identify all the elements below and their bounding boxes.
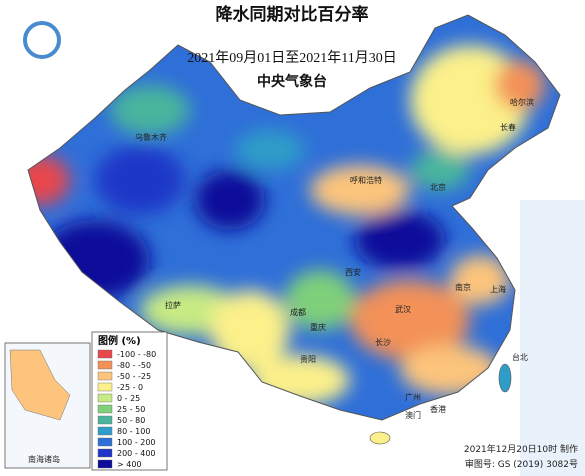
border: [27, 14, 561, 421]
legend-label: 25 - 50: [117, 405, 145, 414]
taiwan: [498, 363, 512, 393]
legend-swatch: [97, 382, 113, 392]
title: 降水同期对比百分率: [216, 4, 369, 25]
legend-swatch: [97, 393, 113, 403]
city: 成都: [290, 307, 306, 317]
city: 西安: [345, 267, 361, 277]
legend-swatch: [97, 426, 113, 436]
city: 长沙: [375, 337, 391, 347]
city: 澳门: [405, 410, 421, 420]
legend-label: -50 - -25: [117, 372, 151, 381]
hainan: [369, 431, 391, 445]
legend-swatch: [97, 459, 113, 469]
legend-label: > 400: [117, 460, 142, 469]
city: 拉萨: [165, 300, 181, 310]
subtitle: 2021年09月01日至2021年11月30日: [187, 50, 396, 66]
city: 台北: [512, 352, 528, 362]
legend-label: 80 - 100: [117, 427, 150, 436]
city: 重庆: [310, 322, 326, 332]
city: 香港: [430, 404, 446, 414]
city: 呼和浩特: [350, 175, 382, 185]
legend-swatch: [97, 360, 113, 370]
legend-swatch: [97, 437, 113, 447]
legend-label: 200 - 400: [117, 449, 156, 458]
city: 南京: [455, 282, 471, 292]
city: 哈尔滨: [510, 97, 534, 107]
legend-swatch: [97, 371, 113, 381]
agency: 中央气象台: [257, 73, 327, 90]
sea: [520, 200, 585, 476]
city: 长春: [500, 122, 516, 132]
city: 广州: [405, 392, 421, 402]
approval: 审图号: GS (2019) 3082号: [465, 458, 578, 470]
legend-swatch: [97, 404, 113, 414]
made-time: 2021年12月20日10时 制作: [464, 443, 578, 455]
legend-label: -100 - -80: [117, 350, 156, 359]
cities: 乌鲁木齐 哈尔滨 长春 北京 呼和浩特 西安 拉萨 成都 重庆 武汉 长沙 南京…: [135, 97, 534, 420]
legend-label: -25 - 0: [117, 383, 143, 392]
legend-items: -100 - -80 -80 - -50 -50 - -25 -25 - 0 0 - 2…: [97, 349, 156, 469]
legend-swatch: [97, 448, 113, 458]
city: 武汉: [395, 304, 411, 314]
legend-label: 50 - 80: [117, 416, 145, 425]
inset-land: [9, 349, 71, 421]
city: 北京: [430, 182, 446, 192]
legend-label: -80 - -50: [117, 361, 151, 370]
legend-title: 图例 (%): [98, 334, 141, 347]
city: 贵阳: [300, 354, 316, 364]
legend-label: 100 - 200: [117, 438, 156, 447]
inset-label: 南海诸岛: [28, 454, 60, 464]
city: 上海: [490, 284, 506, 294]
logo: [23, 21, 61, 59]
city: 乌鲁木齐: [135, 132, 167, 142]
legend-swatch: [97, 349, 113, 359]
legend-swatch: [97, 415, 113, 425]
legend-label: 0 - 25: [117, 394, 140, 403]
